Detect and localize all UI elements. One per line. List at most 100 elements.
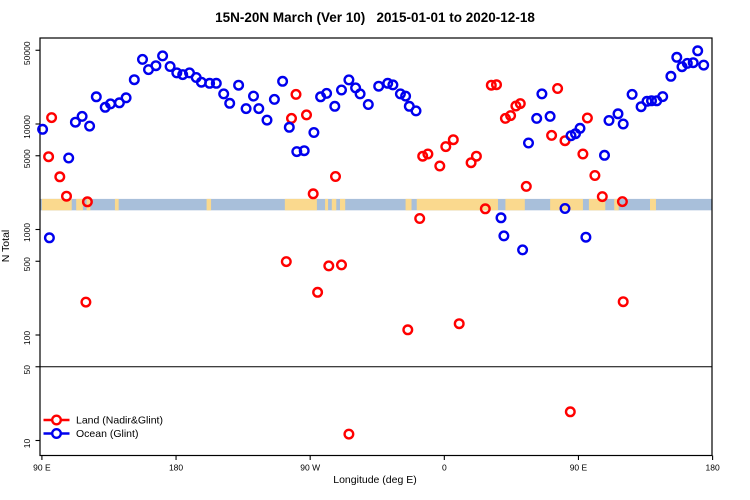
data-point xyxy=(544,110,556,122)
data-point xyxy=(422,148,434,160)
x-tick-label: 90 E xyxy=(33,463,51,473)
data-point xyxy=(171,67,183,79)
data-point xyxy=(43,151,55,163)
data-point xyxy=(69,116,81,128)
data-point xyxy=(247,90,259,102)
data-point xyxy=(470,150,482,162)
map-band-land-segment xyxy=(416,198,498,211)
data-point xyxy=(596,191,608,203)
map-band-land-segment xyxy=(614,198,619,211)
plot-border xyxy=(39,37,713,457)
map-band-land-segment xyxy=(650,198,656,211)
data-point xyxy=(46,112,58,124)
series-land-points xyxy=(43,79,629,440)
data-point xyxy=(329,100,341,112)
data-point xyxy=(552,82,564,94)
x-tick-label: 0 xyxy=(442,463,447,473)
data-point xyxy=(414,212,426,224)
y-tick-label: 500 xyxy=(22,257,32,271)
data-point xyxy=(362,98,374,110)
data-point xyxy=(402,324,414,336)
data-point xyxy=(240,103,252,115)
data-point xyxy=(498,230,510,242)
legend-marker xyxy=(51,414,63,426)
data-point xyxy=(373,80,385,92)
legend-marker xyxy=(51,428,63,440)
data-point xyxy=(505,110,517,122)
data-point xyxy=(177,69,189,81)
data-point xyxy=(531,112,543,124)
legend-label: Land (Nadir&Glint) xyxy=(76,415,163,427)
map-band-land-segment xyxy=(405,198,412,211)
map-band-land-segment xyxy=(206,198,212,211)
data-point xyxy=(517,244,529,256)
data-point xyxy=(514,98,526,110)
data-point xyxy=(434,160,446,172)
map-band-land-segment xyxy=(76,198,83,211)
data-point xyxy=(617,296,629,308)
data-point xyxy=(136,53,148,65)
legend-label: Ocean (Glint) xyxy=(76,428,138,440)
x-axis-label: Longitude (deg E) xyxy=(333,474,417,486)
data-point xyxy=(698,59,710,71)
data-point xyxy=(336,259,348,271)
data-point xyxy=(559,202,571,214)
x-tick-label: 90 E xyxy=(570,463,588,473)
data-point xyxy=(400,90,412,102)
data-point xyxy=(80,296,92,308)
data-point xyxy=(440,141,452,153)
legend-item: Land (Nadir&Glint) xyxy=(43,414,163,427)
data-point xyxy=(81,196,93,208)
data-point xyxy=(330,170,342,182)
data-point xyxy=(581,112,593,124)
data-point xyxy=(312,286,324,298)
data-point xyxy=(290,88,302,100)
data-point xyxy=(387,79,399,91)
data-point xyxy=(681,57,693,69)
map-band-land-segment xyxy=(588,198,606,211)
data-point xyxy=(280,256,292,268)
y-tick-label: 10000 xyxy=(22,115,32,139)
data-point xyxy=(268,93,280,105)
data-point xyxy=(635,101,647,113)
legend-item: Ocean (Glint) xyxy=(43,428,138,440)
data-point xyxy=(157,50,169,62)
data-point xyxy=(410,105,422,117)
data-point xyxy=(612,108,624,120)
map-band-land-segment xyxy=(114,198,119,211)
data-point xyxy=(520,180,532,192)
data-point xyxy=(536,88,548,100)
x-tick-label: 180 xyxy=(706,463,720,473)
data-point xyxy=(564,406,576,418)
data-point xyxy=(321,87,333,99)
data-point xyxy=(120,92,132,104)
map-band-land-segment xyxy=(331,198,337,211)
data-point xyxy=(447,134,459,146)
data-point xyxy=(546,129,558,141)
data-point xyxy=(574,122,586,134)
data-point xyxy=(76,110,88,122)
y-axis-label: N Total xyxy=(0,229,12,263)
series-ocean-points xyxy=(37,45,710,256)
data-point xyxy=(646,95,658,107)
data-point xyxy=(261,114,273,126)
data-point xyxy=(308,126,320,138)
data-point xyxy=(84,120,96,132)
data-point xyxy=(479,203,491,215)
data-point xyxy=(150,60,162,72)
data-point xyxy=(354,88,366,100)
data-point xyxy=(286,112,298,124)
data-point xyxy=(523,137,535,149)
data-point xyxy=(577,148,589,160)
data-point xyxy=(417,150,429,162)
data-point xyxy=(283,121,295,133)
data-point xyxy=(495,212,507,224)
y-tick-label: 10 xyxy=(22,439,32,449)
data-point xyxy=(580,231,592,243)
data-point xyxy=(63,152,75,164)
x-tick-label: 90 W xyxy=(300,463,320,473)
map-band-land-segment xyxy=(325,198,329,211)
data-point xyxy=(491,79,503,91)
data-point xyxy=(224,97,236,109)
